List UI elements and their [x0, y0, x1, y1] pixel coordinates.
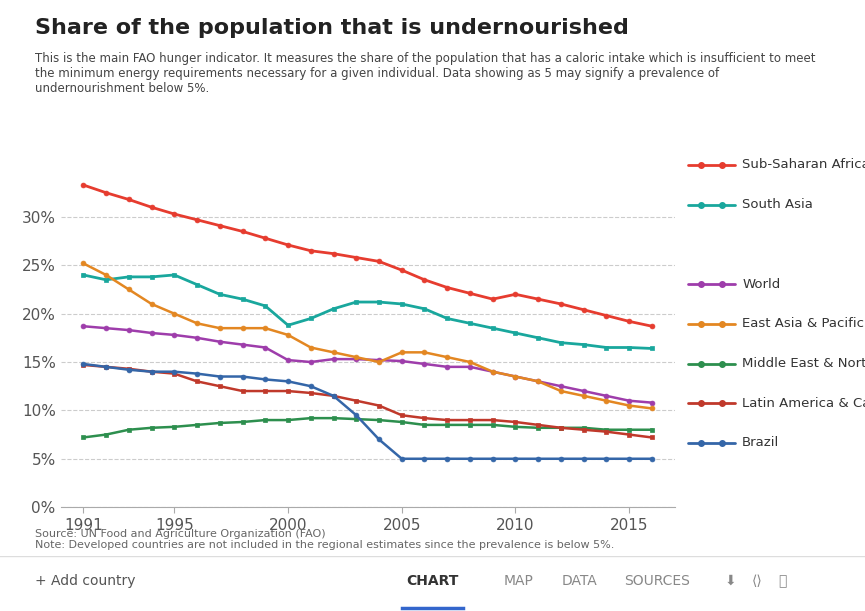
Text: South Asia: South Asia: [742, 198, 813, 211]
Text: ⤢: ⤢: [778, 574, 787, 588]
Text: ⟨⟩: ⟨⟩: [752, 574, 762, 588]
Text: ⬇: ⬇: [725, 574, 737, 588]
Text: Latin America & Caribbean: Latin America & Caribbean: [742, 397, 865, 410]
Text: Share of the population that is undernourished: Share of the population that is undernou…: [35, 18, 629, 38]
Text: + Add country: + Add country: [35, 574, 135, 588]
Text: DATA: DATA: [561, 574, 598, 588]
Text: Brazil: Brazil: [742, 436, 779, 450]
Text: Source: UN Food and Agriculture Organization (FAO)
Note: Developed countries are: Source: UN Food and Agriculture Organiza…: [35, 529, 614, 550]
Text: Sub-Saharan Africa: Sub-Saharan Africa: [742, 158, 865, 172]
Text: This is the main FAO hunger indicator. It measures the share of the population t: This is the main FAO hunger indicator. I…: [35, 52, 815, 95]
Text: in Data: in Data: [752, 44, 798, 54]
Text: SOURCES: SOURCES: [625, 574, 690, 588]
Text: Middle East & North Africa: Middle East & North Africa: [742, 357, 865, 370]
Text: CHART: CHART: [407, 574, 458, 588]
Text: World: World: [742, 277, 780, 291]
Text: Our World: Our World: [743, 28, 806, 38]
Text: MAP: MAP: [504, 574, 534, 588]
Text: East Asia & Pacific: East Asia & Pacific: [742, 317, 864, 331]
